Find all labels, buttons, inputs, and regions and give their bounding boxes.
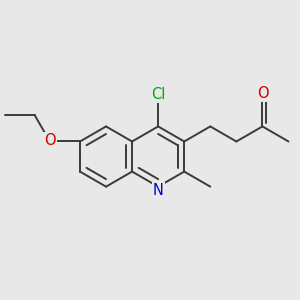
Text: O: O [44,133,56,148]
Text: O: O [258,86,269,101]
Text: Cl: Cl [151,87,165,102]
Text: N: N [153,183,164,198]
